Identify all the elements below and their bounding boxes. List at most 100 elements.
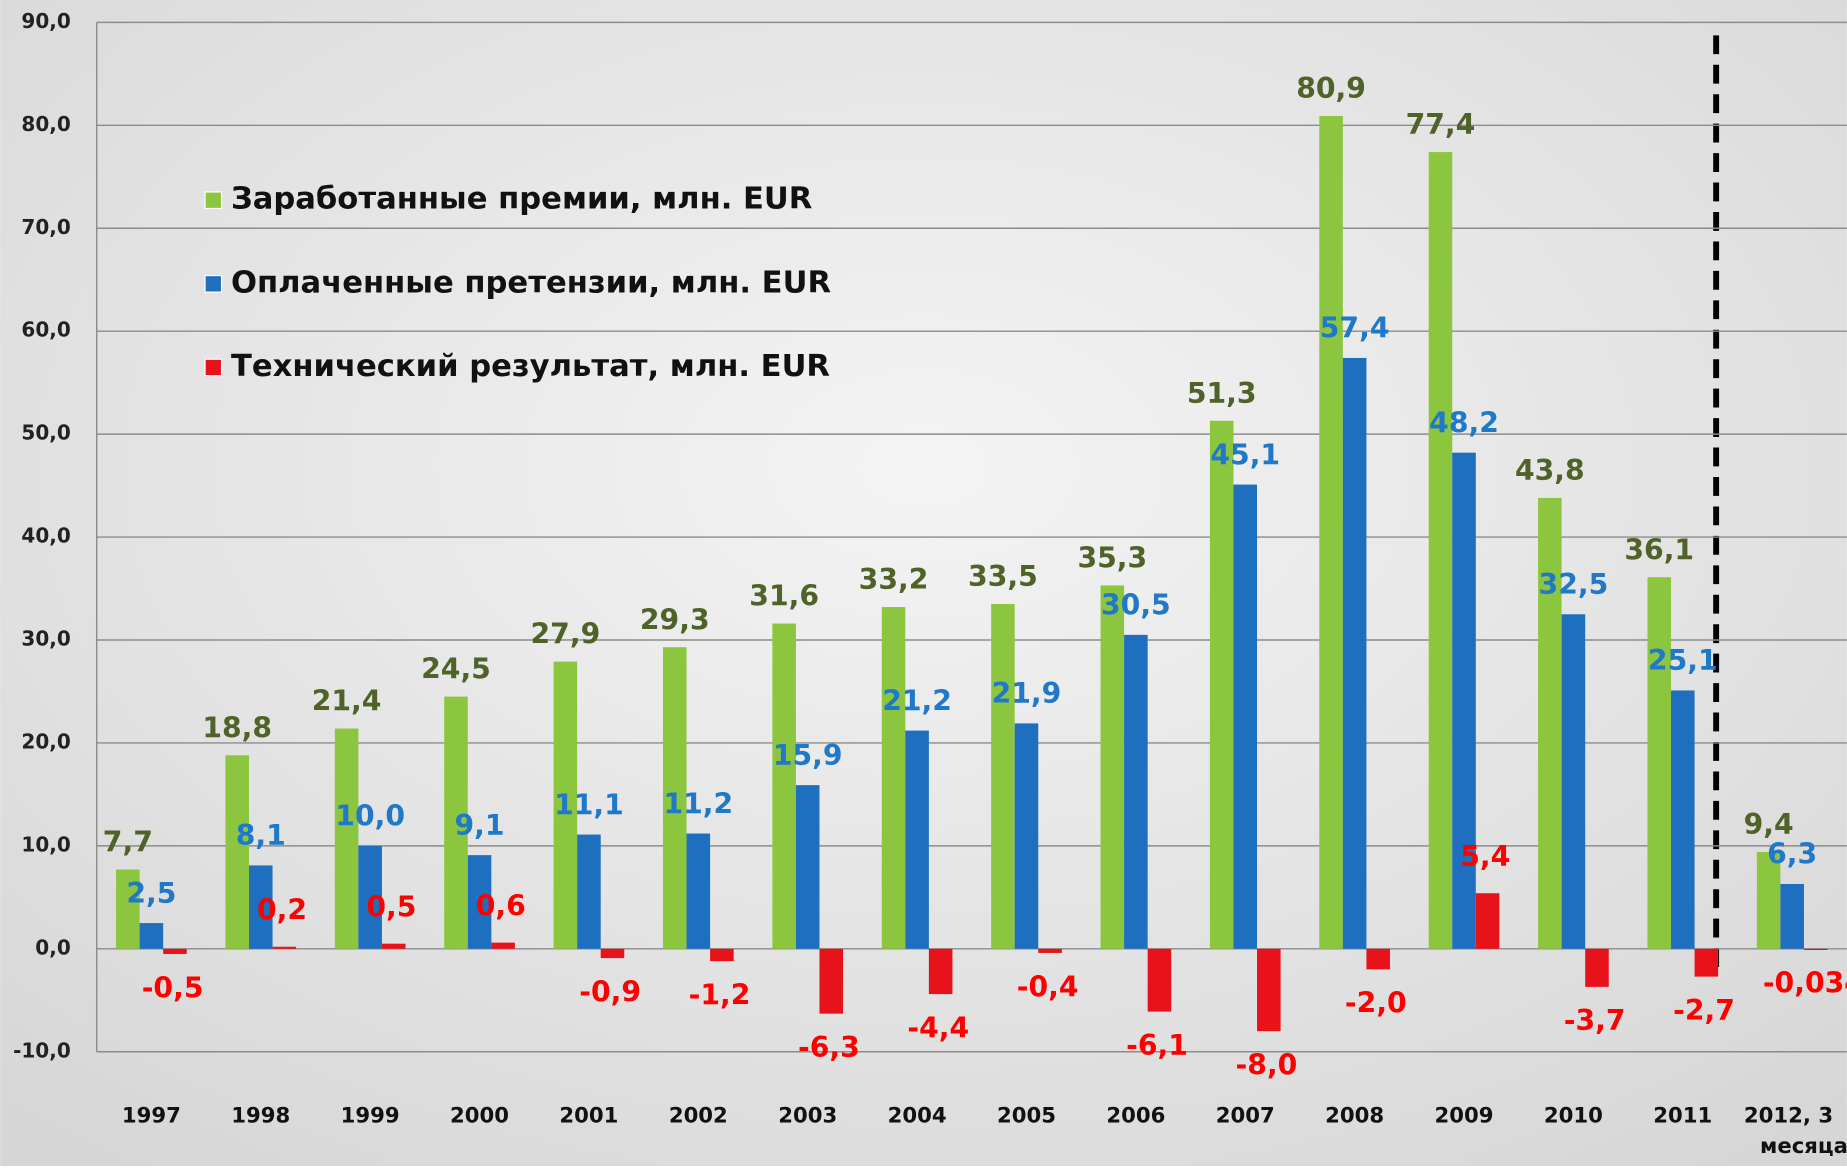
value-label: -0,9 [579, 975, 641, 1008]
value-label: 51,3 [1187, 377, 1257, 410]
bar [1780, 883, 1804, 949]
value-label: 35,3 [1077, 542, 1147, 575]
y-tick-label: 20,0 [21, 729, 70, 753]
bar [1452, 452, 1476, 949]
bar [467, 855, 492, 949]
bar [139, 923, 164, 949]
value-label: -2,7 [1673, 994, 1735, 1027]
value-label: 31,6 [749, 580, 819, 613]
y-tick-label: 50,0 [21, 421, 70, 445]
value-label: 21,9 [992, 677, 1062, 710]
x-tick-label: 2007 [1216, 1103, 1275, 1128]
value-label: -0,4 [1017, 970, 1079, 1003]
bar [772, 623, 796, 949]
x-tick-label: 1999 [341, 1103, 400, 1128]
legend-label: Оплаченные претензии, млн. EUR [231, 265, 831, 300]
x-tick-label: 2011 [1653, 1103, 1712, 1128]
bar [1756, 852, 1781, 949]
bar [334, 728, 359, 949]
bar [1428, 152, 1453, 949]
value-label: 2,5 [126, 877, 176, 910]
value-label: -6,3 [798, 1031, 860, 1064]
y-tick-label: 90,0 [21, 9, 70, 33]
value-label: 10,0 [335, 800, 405, 833]
bar [600, 948, 625, 959]
value-label: 8,1 [236, 819, 286, 852]
value-label: 25,1 [1648, 644, 1718, 677]
y-tick-label: 30,0 [21, 627, 70, 651]
bar [1366, 948, 1390, 970]
bar [249, 865, 273, 949]
value-label: 32,5 [1539, 568, 1609, 601]
value-label: 33,5 [968, 560, 1038, 593]
bar [819, 948, 844, 1014]
bar [444, 696, 468, 949]
bar [491, 942, 515, 949]
x-tick-label-line: 2012, 3 [1744, 1103, 1841, 1128]
bar [272, 946, 297, 949]
value-label: 45,1 [1210, 438, 1280, 471]
x-tick-label: 2012, 3 месяца [1744, 1103, 1847, 1159]
bar [577, 834, 601, 949]
value-label: 21,4 [312, 685, 382, 718]
value-label: 18,8 [202, 711, 272, 744]
x-tick-label: 1998 [231, 1103, 290, 1128]
bar [662, 647, 687, 949]
value-label: 57,4 [1320, 312, 1390, 345]
bar [1257, 948, 1281, 1032]
value-label: -6,1 [1126, 1029, 1188, 1062]
value-label: 80,9 [1296, 72, 1366, 105]
value-label: -1,2 [689, 979, 751, 1012]
x-tick-label: 2010 [1544, 1103, 1603, 1128]
bar [1038, 948, 1062, 953]
bar [1647, 577, 1672, 949]
value-label: 21,2 [882, 684, 952, 717]
bar [1124, 634, 1148, 949]
x-tick-label: 2003 [778, 1103, 837, 1128]
value-label: 43,8 [1515, 454, 1585, 487]
bar [1209, 420, 1234, 949]
value-label: 9,1 [455, 809, 505, 842]
bar [686, 833, 711, 949]
x-tick-label: 2001 [559, 1103, 618, 1128]
value-label: -2,0 [1345, 987, 1407, 1020]
value-label: 9,4 [1744, 808, 1794, 841]
bar [553, 661, 578, 949]
value-label: 33,2 [859, 563, 929, 596]
y-tick-label: 70,0 [21, 215, 70, 239]
value-label: -0,5 [142, 971, 204, 1004]
value-label: 0,5 [366, 890, 416, 923]
value-label: -3,7 [1564, 1004, 1626, 1037]
bar [116, 869, 140, 949]
y-tick-label: 10,0 [21, 832, 70, 856]
bar [1147, 948, 1172, 1012]
x-tick-label: 2009 [1435, 1103, 1494, 1128]
bar [1014, 723, 1039, 949]
bar [905, 730, 929, 949]
y-tick-label: -10,0 [13, 1038, 71, 1062]
bar [1342, 357, 1367, 949]
value-label: -4,4 [907, 1011, 969, 1044]
bar [1538, 497, 1562, 949]
x-tick-label: 2000 [450, 1103, 509, 1128]
x-tick-label-line: месяца [1760, 1133, 1847, 1158]
bar [795, 785, 820, 949]
value-label: 30,5 [1101, 589, 1171, 622]
value-label: 27,9 [531, 618, 601, 651]
legend-swatch [204, 358, 223, 377]
bar [710, 948, 734, 962]
y-tick-label: 40,0 [21, 524, 70, 548]
y-tick-label: 80,0 [21, 112, 70, 136]
x-tick-label: 1997 [122, 1103, 181, 1128]
bar [1671, 690, 1695, 949]
x-tick-label: 2008 [1325, 1103, 1384, 1128]
value-label: 11,1 [554, 788, 624, 821]
value-label: 0,2 [257, 893, 307, 926]
value-label: 7,7 [103, 826, 153, 859]
bar [1233, 484, 1258, 949]
value-label: 48,2 [1429, 406, 1499, 439]
legend-label: Заработанные премии, млн. EUR [231, 182, 812, 217]
value-label: 11,2 [663, 787, 733, 820]
x-tick-label: 2005 [997, 1103, 1056, 1128]
